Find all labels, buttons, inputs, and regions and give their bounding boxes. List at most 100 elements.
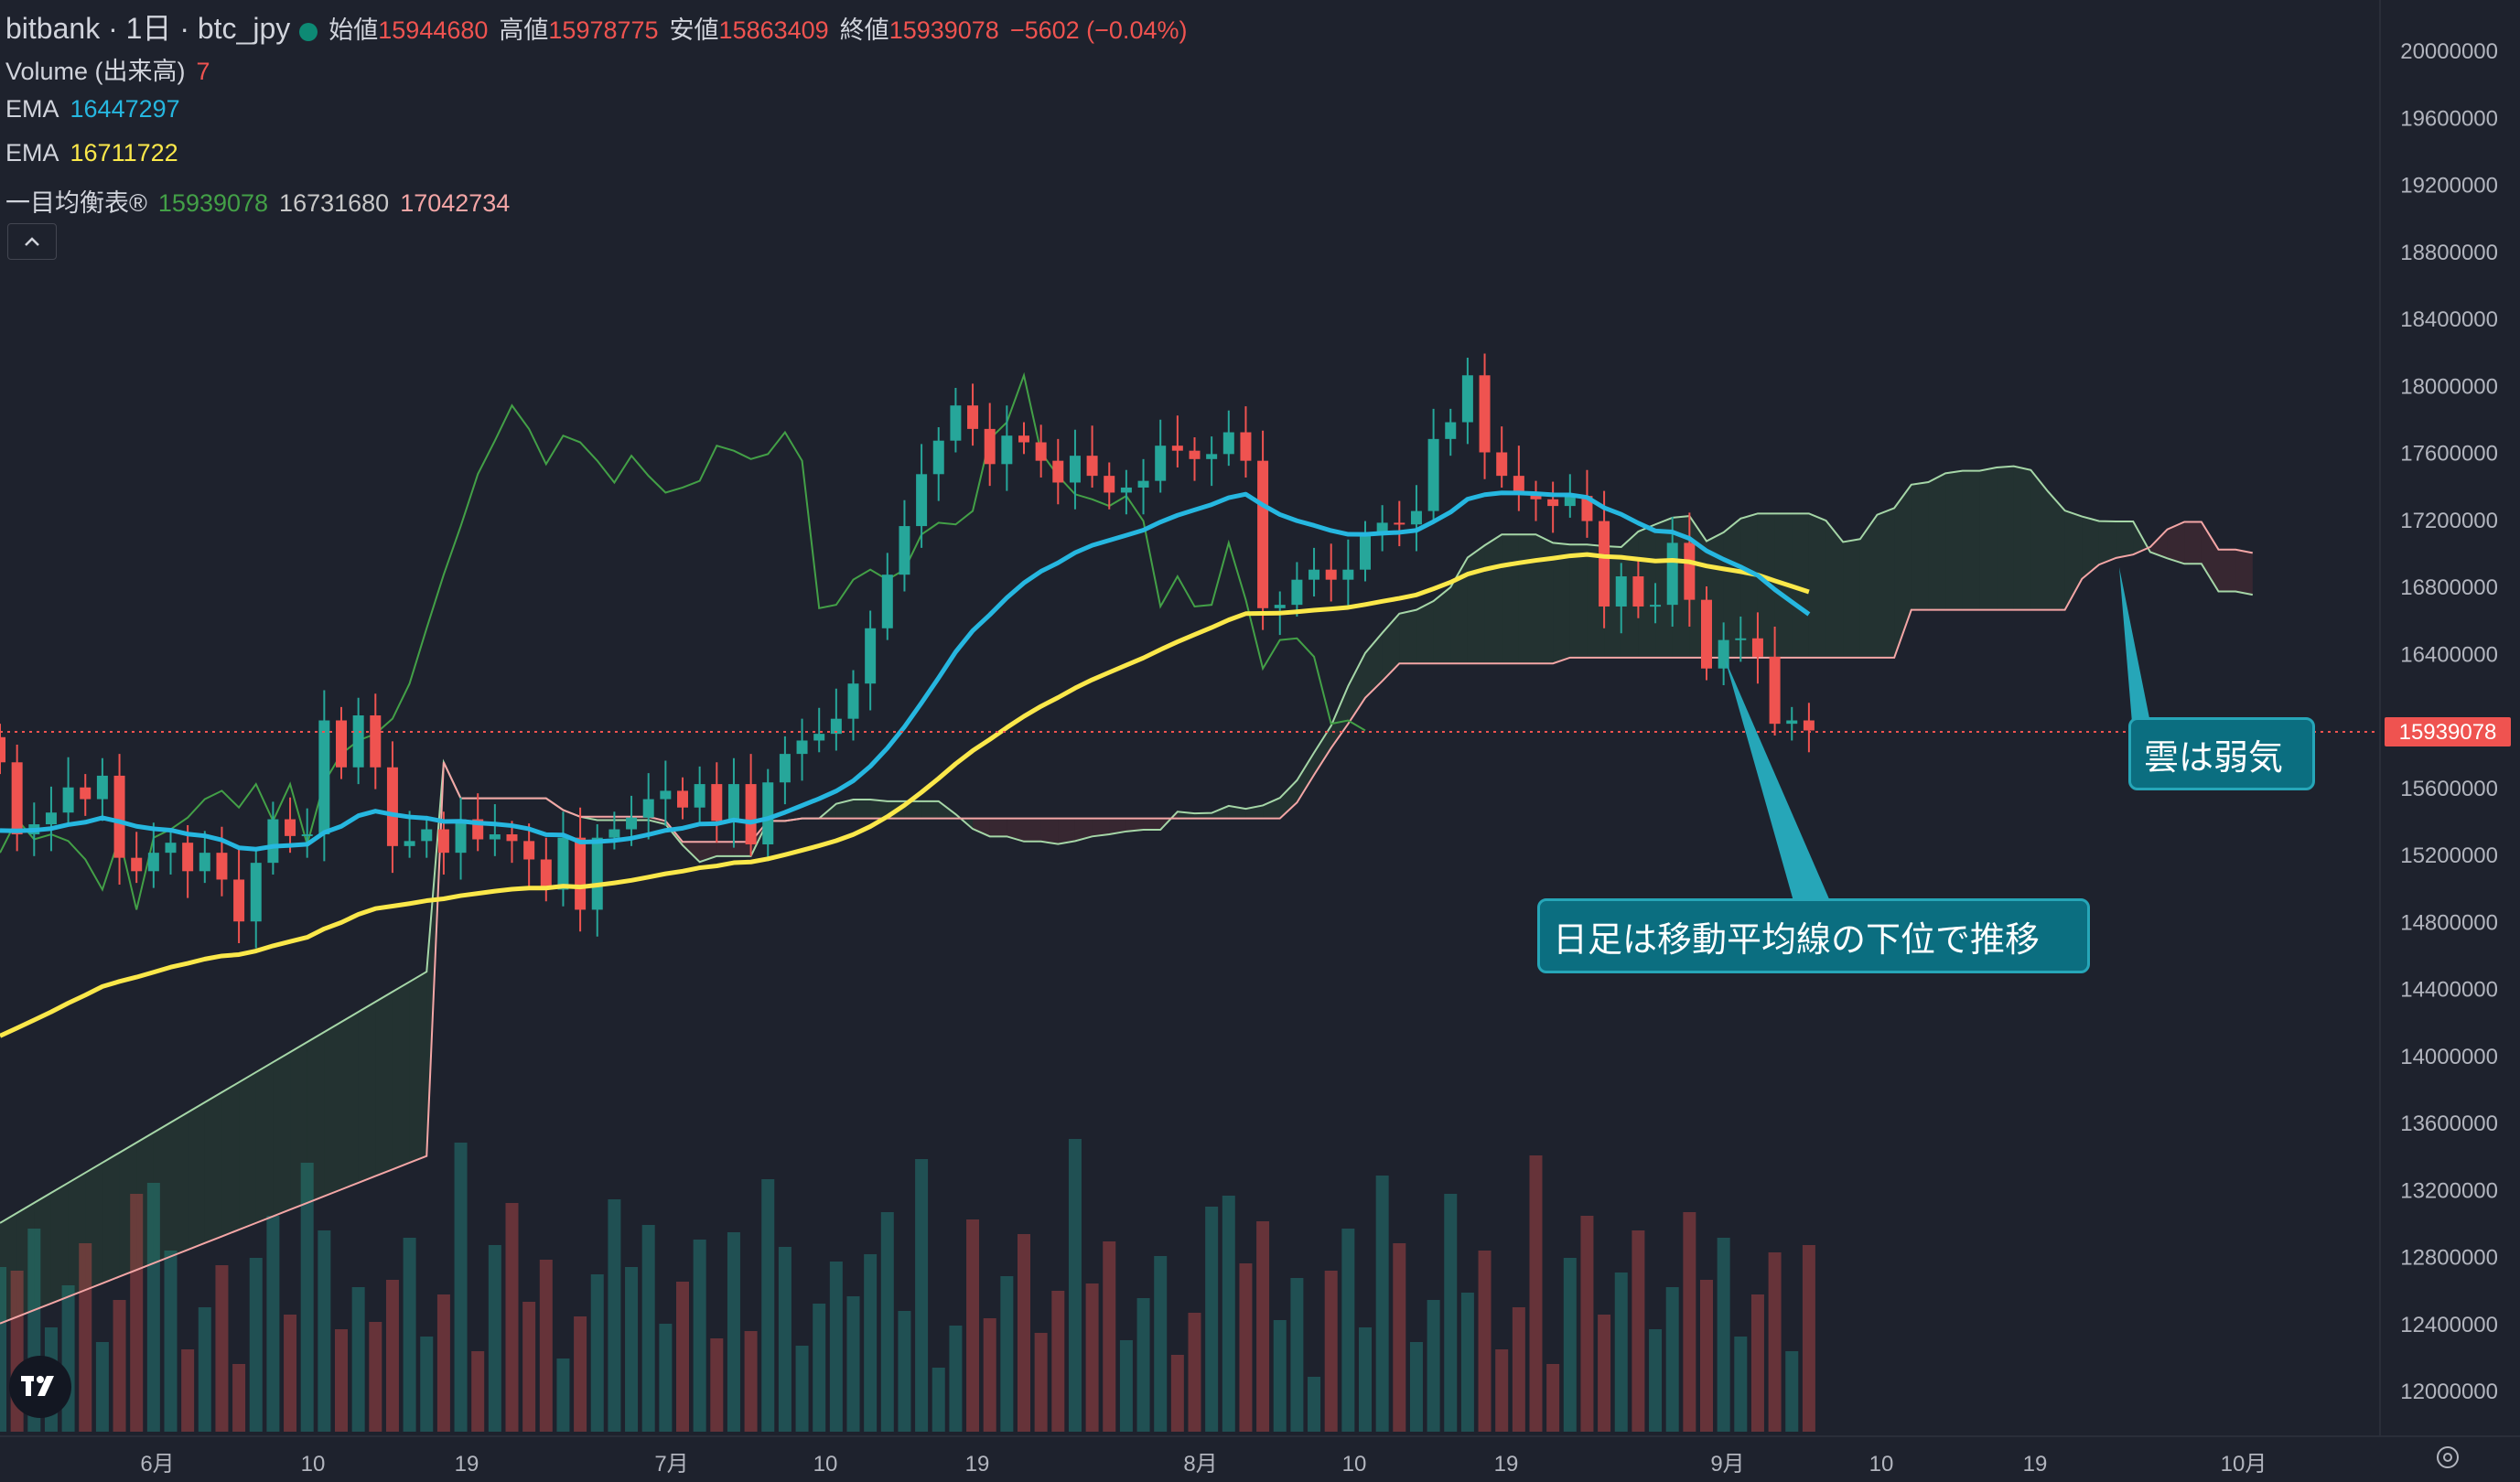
candle-body	[80, 787, 92, 800]
candle-body	[1222, 432, 1234, 455]
cloud-segment	[1024, 818, 1041, 842]
cloud-segment	[119, 1142, 137, 1277]
current-price-text: 15939078	[2399, 720, 2497, 745]
cloud-segment	[307, 1032, 325, 1203]
cloud-segment	[16, 1202, 35, 1317]
candle-body	[1394, 522, 1405, 525]
market-status-icon	[299, 22, 318, 41]
candle-body	[285, 819, 296, 836]
cloud-segment	[204, 1092, 222, 1243]
volume-bar	[1529, 1155, 1543, 1432]
cloud-segment	[1399, 609, 1416, 664]
cloud-segment	[1279, 779, 1298, 819]
candle-body	[1342, 569, 1354, 580]
collapse-legend-button[interactable]	[7, 223, 57, 260]
volume-bar	[846, 1296, 860, 1432]
candle-body	[1308, 569, 1320, 580]
cloud-segment	[1058, 818, 1075, 844]
senkou-span-a-line	[0, 465, 2253, 1224]
volume-bar	[659, 1324, 673, 1432]
candle-body	[1496, 452, 1508, 477]
ichimoku-legend[interactable]: 一目均衡表® 15939078 16731680 17042734	[5, 183, 521, 219]
volume-bar	[522, 1302, 536, 1432]
candle-body	[336, 720, 347, 768]
ema2-legend[interactable]: EMA 16711722	[5, 139, 189, 167]
cloud-segment	[1297, 752, 1315, 803]
cloud-segment	[1040, 818, 1059, 844]
volume-bar	[1734, 1337, 1748, 1432]
volume-bar	[864, 1254, 878, 1432]
volume-bar	[1546, 1364, 1560, 1432]
time-axis-label: 19	[455, 1452, 479, 1477]
cloud-segment	[870, 800, 888, 819]
cloud-segment	[50, 1182, 69, 1304]
time-axis[interactable]: 6月 10 19 7月 10 19 8月 10 19 9月 10 19 10月	[140, 1452, 2267, 1477]
price-axis[interactable]: 20000000 19600000 19200000 18800000 18400000…	[2400, 39, 2498, 1404]
candle-body	[1001, 435, 1013, 465]
tradingview-logo-icon[interactable]	[9, 1356, 71, 1418]
candle-body	[1701, 599, 1712, 669]
candle-body	[506, 834, 518, 842]
high-value: 15978775	[548, 16, 659, 44]
price-axis-label: 15600000	[2400, 777, 2498, 801]
candle-body	[165, 843, 177, 854]
volume-bar	[1409, 1342, 1423, 1432]
candle-body	[1445, 422, 1457, 439]
current-price-tag: 15939078	[2385, 717, 2511, 746]
cloud-segment	[1382, 613, 1400, 682]
cloud-segment	[2116, 521, 2134, 558]
cloud-segment	[136, 1132, 154, 1271]
volume-bar	[1393, 1243, 1406, 1432]
volume-bar	[761, 1179, 775, 1432]
price-axis-label: 12000000	[2400, 1380, 2498, 1404]
ohlc-legend: bitbank · 1日 · btc_jpy 始値15944680 高値159787…	[5, 5, 1198, 48]
candle-body	[626, 817, 638, 830]
candle-body	[1632, 576, 1644, 607]
volume-bar	[130, 1194, 144, 1432]
volume-bar	[1154, 1256, 1168, 1432]
cloud-segment	[324, 1022, 341, 1197]
candle-body	[1769, 656, 1781, 725]
cloud-segment	[1194, 812, 1212, 819]
volume-bar	[1290, 1278, 1304, 1432]
ema1-label: EMA	[5, 95, 59, 123]
candle-body	[1069, 456, 1081, 483]
cloud-segment	[835, 800, 854, 819]
open-value: 15944680	[378, 16, 489, 44]
time-axis-label: 8月	[1183, 1452, 1217, 1477]
cloud-segment	[392, 982, 410, 1170]
time-axis-label: 7月	[654, 1452, 688, 1477]
volume-bar	[625, 1267, 639, 1432]
candle-body	[1718, 639, 1729, 669]
cloud-segment	[1450, 557, 1468, 664]
volume-bar	[932, 1368, 945, 1432]
candle-body	[455, 819, 467, 854]
candle-body	[62, 787, 74, 813]
close-label: 終値	[839, 16, 889, 44]
candle-body	[1291, 579, 1303, 606]
ema1-legend[interactable]: EMA 16447297	[5, 95, 191, 124]
cloud-segment	[1074, 818, 1093, 842]
cloud-segment	[1877, 508, 1895, 658]
candle-body	[318, 720, 330, 835]
candle-body	[1240, 432, 1252, 461]
volume-bar	[420, 1337, 434, 1432]
symbol-title[interactable]: bitbank · 1日 · btc_jpy	[5, 12, 291, 45]
ichimoku-value-3: 17042734	[400, 189, 511, 217]
chart-settings-icon[interactable]	[2434, 1444, 2461, 1476]
candle-body	[1018, 435, 1029, 443]
volume-value: 7	[196, 58, 210, 85]
price-axis-label: 13600000	[2400, 1112, 2498, 1136]
volume-bar	[778, 1247, 792, 1432]
cloud-segment	[1212, 805, 1229, 819]
candle-body	[796, 740, 808, 755]
cloud-segment	[221, 1082, 240, 1237]
volume-bar	[1375, 1176, 1389, 1432]
price-axis-label: 13200000	[2400, 1178, 2498, 1203]
candle-body	[352, 715, 364, 768]
volume-bar	[181, 1349, 195, 1432]
volume-bar	[79, 1243, 92, 1432]
volume-bar	[1598, 1315, 1611, 1432]
volume-legend[interactable]: Volume (出来高) 7	[5, 51, 221, 87]
